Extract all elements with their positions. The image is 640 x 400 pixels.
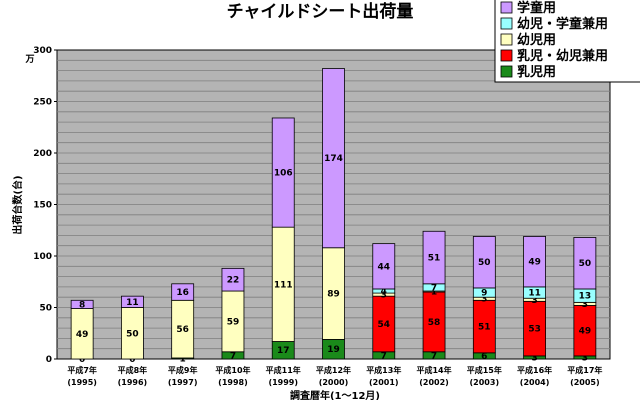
bar-segment: [271, 117, 295, 228]
data-label: 7: [431, 283, 437, 293]
bar-segment: [70, 299, 94, 309]
legend-label: 乳児用: [517, 64, 556, 80]
bar-segment: [422, 230, 446, 285]
data-label: 17: [277, 346, 290, 356]
data-label: 8: [79, 300, 85, 310]
y-tick-label: 50: [39, 304, 52, 314]
data-label: 13: [579, 292, 592, 302]
data-label: 3: [531, 296, 537, 306]
data-label: 59: [227, 317, 240, 327]
data-label: 3: [582, 300, 588, 310]
x-tick-label: 平成13年: [366, 365, 401, 375]
x-tick-label: 平成10年: [215, 365, 250, 375]
legend-label: 幼児用: [517, 32, 556, 48]
bar-segment: [221, 267, 245, 292]
legend-swatch: [500, 1, 513, 14]
legend-box: [494, 0, 640, 83]
x-tick-label: 平成7年: [67, 365, 97, 375]
bar-segment: [372, 243, 396, 290]
data-label: 3: [381, 291, 387, 301]
data-label: 56: [176, 325, 189, 335]
legend-swatch: [500, 33, 513, 46]
data-label: 51: [428, 254, 441, 264]
data-label: 22: [227, 276, 240, 286]
data-label: 58: [428, 318, 441, 328]
data-label: 49: [528, 258, 541, 268]
data-label: 89: [327, 290, 340, 300]
x-tick-label: 平成11年: [266, 365, 301, 375]
x-tick-label: (2002): [419, 378, 449, 387]
x-tick-label: (1999): [268, 378, 298, 387]
data-label: 16: [176, 288, 189, 298]
data-label: 7: [431, 351, 437, 361]
data-label: 1: [431, 288, 437, 298]
data-label: 50: [579, 259, 592, 269]
x-tick-label: (1998): [218, 378, 248, 387]
data-label: 44: [378, 262, 391, 272]
x-tick-label: (1995): [67, 378, 97, 387]
data-label: 0: [129, 355, 135, 365]
data-label: 1: [180, 354, 186, 364]
data-label: 11: [126, 298, 139, 308]
x-tick-label: 平成16年: [517, 365, 552, 375]
x-tick-label: (2005): [570, 378, 600, 387]
data-label: 49: [76, 330, 89, 340]
data-label: 0: [79, 355, 85, 365]
legend-swatch: [500, 49, 513, 62]
data-label: 3: [481, 295, 487, 305]
data-label: 9: [481, 289, 487, 299]
bar-segment: [573, 237, 597, 290]
data-label: 49: [579, 327, 592, 337]
bar-segment: [472, 236, 496, 289]
data-label: 4: [381, 287, 387, 297]
x-tick-label: (2004): [520, 378, 550, 387]
data-label: 51: [478, 323, 491, 333]
data-label: 106: [274, 169, 293, 179]
data-label: 3: [531, 353, 537, 363]
y-tick-label: 200: [33, 149, 52, 159]
bar-segment: [322, 68, 345, 249]
bar-segment: [171, 283, 195, 301]
chart-title: チャイルドシート出荷量: [227, 1, 414, 22]
y-tick-label: 150: [33, 201, 52, 211]
data-label: 53: [528, 325, 541, 335]
x-tick-label: (1997): [168, 378, 198, 387]
data-label: 19: [327, 345, 340, 355]
y-tick-label: 100: [33, 252, 52, 262]
data-label: 7: [381, 351, 387, 361]
y-unit-label: 万: [24, 54, 34, 65]
data-label: 50: [126, 329, 139, 339]
x-tick-label: (1996): [118, 378, 148, 387]
x-tick-label: 平成8年: [118, 365, 148, 375]
data-label: 174: [324, 154, 343, 164]
x-tick-label: (2000): [319, 378, 349, 387]
data-label: 111: [274, 280, 293, 290]
y-axis-label: 出荷台数(台): [11, 175, 24, 234]
data-label: 50: [478, 258, 491, 268]
legend-swatch: [500, 17, 513, 30]
legend-label: 幼児・学童兼用: [517, 16, 608, 32]
y-tick-label: 300: [33, 46, 52, 56]
legend-label: 学童用: [517, 0, 556, 16]
data-label: 11: [528, 289, 541, 299]
x-tick-label: 平成17年: [567, 365, 602, 375]
x-tick-label: 平成12年: [316, 365, 351, 375]
x-tick-label: (2003): [470, 378, 500, 387]
legend-label: 乳児・幼児兼用: [517, 48, 608, 64]
x-tick-label: (2001): [369, 378, 399, 387]
x-tick-label: 平成14年: [416, 365, 451, 375]
legend-swatch: [500, 65, 513, 78]
x-axis-label: 調査暦年(1～12月): [290, 389, 380, 400]
bar-segment: [523, 236, 546, 288]
bar-segment: [121, 295, 144, 308]
y-tick-label: 250: [33, 98, 52, 108]
x-tick-label: 平成15年: [467, 365, 502, 375]
data-label: 3: [582, 353, 588, 363]
y-tick-label: 0: [46, 355, 52, 365]
data-label: 7: [230, 351, 236, 361]
data-label: 54: [378, 320, 391, 330]
data-label: 6: [481, 352, 487, 362]
x-tick-label: 平成9年: [168, 365, 198, 375]
